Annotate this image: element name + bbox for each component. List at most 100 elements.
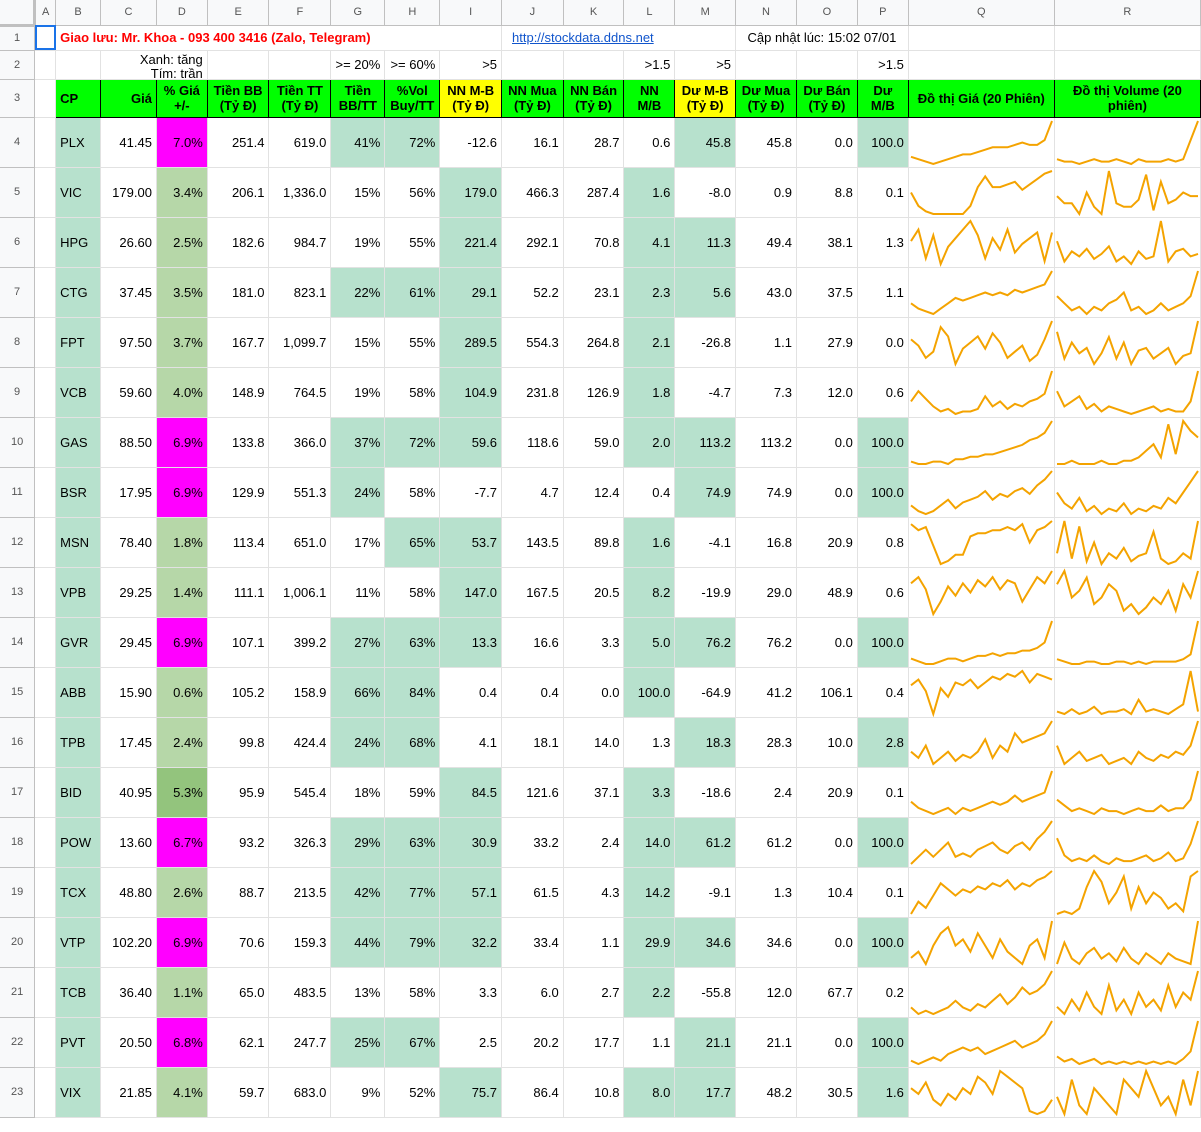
bb-tt-cell[interactable]: 24% (330, 467, 386, 518)
vol-buy-cell[interactable]: 55% (384, 217, 441, 268)
pct-change-cell[interactable]: 6.7% (156, 817, 208, 868)
header-price-chart[interactable]: Đồ thị Giá (20 Phiên) (907, 78, 1055, 118)
du-ratio-cell[interactable]: 100.0 (857, 817, 909, 868)
bb-tt-cell[interactable]: 13% (330, 967, 386, 1018)
du-ban-cell[interactable]: 0.0 (796, 1017, 858, 1068)
du-mua-cell[interactable]: 0.9 (735, 167, 797, 218)
cell[interactable] (1054, 50, 1201, 80)
du-mb-cell[interactable]: 11.3 (674, 217, 737, 268)
price-cell[interactable]: 17.45 (100, 717, 157, 768)
du-mb-cell[interactable]: -55.8 (674, 967, 737, 1018)
header-nn-ban[interactable]: NN Bán (Tỷ Đ) (562, 78, 625, 118)
cell[interactable] (908, 50, 1055, 80)
cell[interactable] (34, 217, 57, 268)
du-mb-cell[interactable]: -19.9 (674, 567, 737, 618)
nn-mua-cell[interactable]: 292.1 (501, 217, 564, 268)
column-header-c[interactable]: C (100, 0, 157, 26)
cell[interactable] (34, 617, 57, 668)
nn-ratio-cell[interactable]: 4.1 (623, 217, 676, 268)
volume-sparkline[interactable] (1054, 617, 1201, 668)
du-ratio-cell[interactable]: 2.8 (857, 717, 909, 768)
price-sparkline[interactable] (908, 917, 1055, 968)
tien-bb-cell[interactable]: 99.8 (207, 717, 270, 768)
row-header[interactable]: 9 (0, 367, 36, 418)
price-sparkline[interactable] (908, 167, 1055, 218)
bb-tt-cell[interactable]: 66% (330, 667, 386, 718)
nn-mb-cell[interactable]: 84.5 (439, 767, 503, 818)
du-ratio-cell[interactable]: 100.0 (857, 917, 909, 968)
pct-change-cell[interactable]: 6.9% (156, 617, 208, 668)
nn-mua-cell[interactable]: 121.6 (501, 767, 564, 818)
vol-buy-cell[interactable]: 52% (384, 1067, 441, 1118)
pct-change-cell[interactable]: 7.0% (156, 117, 208, 168)
bb-tt-cell[interactable]: 25% (330, 1017, 386, 1068)
du-ban-cell[interactable]: 10.4 (796, 867, 858, 918)
price-sparkline[interactable] (908, 217, 1055, 268)
du-ratio-cell[interactable]: 0.1 (857, 867, 909, 918)
nn-ban-cell[interactable]: 10.8 (563, 1067, 625, 1118)
bb-tt-cell[interactable]: 18% (330, 767, 386, 818)
nn-ratio-cell[interactable]: 100.0 (623, 667, 676, 718)
tien-tt-cell[interactable]: 683.0 (268, 1067, 332, 1118)
column-header-m[interactable]: M (674, 0, 737, 26)
nn-mb-cell[interactable]: -7.7 (439, 467, 503, 518)
row-header[interactable]: 3 (0, 79, 36, 118)
tien-bb-cell[interactable]: 93.2 (207, 817, 270, 868)
tien-bb-cell[interactable]: 133.8 (207, 417, 270, 468)
row-header[interactable]: 16 (0, 717, 36, 768)
du-ratio-cell[interactable]: 100.0 (857, 467, 909, 518)
row-header[interactable]: 15 (0, 667, 36, 718)
pct-change-cell[interactable]: 2.4% (156, 717, 208, 768)
vol-buy-cell[interactable]: 58% (384, 567, 441, 618)
pct-change-cell[interactable]: 2.6% (156, 867, 208, 918)
du-mua-cell[interactable]: 1.3 (735, 867, 797, 918)
nn-ratio-cell[interactable]: 14.2 (623, 867, 676, 918)
nn-mua-cell[interactable]: 554.3 (501, 317, 564, 368)
du-mua-cell[interactable]: 7.3 (735, 367, 797, 418)
price-cell[interactable]: 13.60 (100, 817, 157, 868)
bb-tt-cell[interactable]: 11% (330, 567, 386, 618)
nn-ratio-cell[interactable]: 29.9 (623, 917, 676, 968)
header-du-mb[interactable]: Dư M-B (Tỷ Đ) (674, 78, 737, 118)
row-header[interactable]: 14 (0, 617, 36, 668)
nn-mua-cell[interactable]: 33.4 (501, 917, 564, 968)
volume-sparkline[interactable] (1054, 367, 1201, 418)
header-du-ban[interactable]: Dư Bán (Tỷ Đ) (795, 78, 858, 118)
ticker-cell[interactable]: FPT (55, 317, 102, 368)
bb-tt-cell[interactable]: 44% (330, 917, 386, 968)
tien-bb-cell[interactable]: 167.7 (207, 317, 270, 368)
vol-buy-cell[interactable]: 65% (384, 517, 441, 568)
volume-sparkline[interactable] (1054, 217, 1201, 268)
nn-mua-cell[interactable]: 4.7 (501, 467, 564, 518)
row-header[interactable]: 23 (0, 1067, 36, 1118)
cell[interactable] (34, 317, 57, 368)
price-sparkline[interactable] (908, 567, 1055, 618)
column-header-f[interactable]: F (268, 0, 332, 26)
tien-bb-cell[interactable]: 148.9 (207, 367, 270, 418)
du-ban-cell[interactable]: 106.1 (796, 667, 858, 718)
du-mua-cell[interactable]: 45.8 (735, 117, 797, 168)
price-sparkline[interactable] (908, 417, 1055, 468)
volume-sparkline[interactable] (1054, 717, 1201, 768)
du-ratio-cell[interactable]: 100.0 (857, 117, 909, 168)
column-header-n[interactable]: N (735, 0, 797, 26)
column-header-a[interactable]: A (34, 0, 57, 26)
tien-tt-cell[interactable]: 1,099.7 (268, 317, 332, 368)
ticker-cell[interactable]: VTP (55, 917, 102, 968)
du-ban-cell[interactable]: 10.0 (796, 717, 858, 768)
ticker-cell[interactable]: POW (55, 817, 102, 868)
nn-mua-cell[interactable]: 0.4 (501, 667, 564, 718)
nn-mb-cell[interactable]: 0.4 (439, 667, 503, 718)
du-ban-cell[interactable]: 20.9 (796, 767, 858, 818)
price-sparkline[interactable] (908, 1067, 1055, 1118)
nn-ratio-cell[interactable]: 2.3 (623, 267, 676, 318)
du-mb-cell[interactable]: 74.9 (674, 467, 737, 518)
tien-tt-cell[interactable]: 213.5 (268, 867, 332, 918)
header-gia[interactable]: Giá (100, 78, 157, 118)
du-ban-cell[interactable]: 67.7 (796, 967, 858, 1018)
nn-mua-cell[interactable]: 466.3 (501, 167, 564, 218)
du-mua-cell[interactable]: 29.0 (735, 567, 797, 618)
du-mb-cell[interactable]: 113.2 (674, 417, 737, 468)
vol-buy-cell[interactable]: 56% (384, 167, 441, 218)
